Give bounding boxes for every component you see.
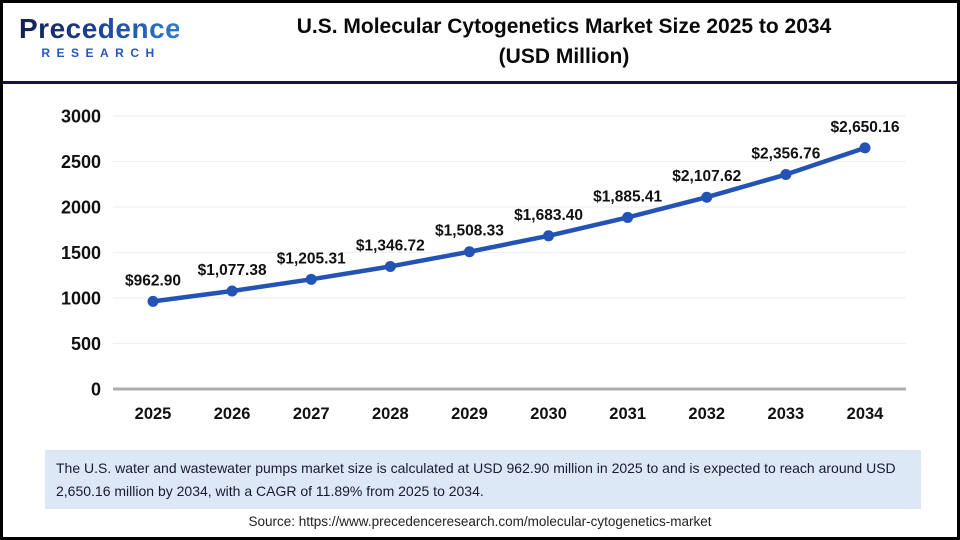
data-point-label: $2,107.62 <box>672 168 741 185</box>
x-tick-label: 2033 <box>768 405 805 423</box>
x-tick-label: 2030 <box>530 405 567 423</box>
x-tick-label: 2032 <box>688 405 725 423</box>
data-point <box>701 191 713 203</box>
summary-note: The U.S. water and wastewater pumps mark… <box>45 450 921 510</box>
y-tick-label: 1000 <box>61 289 101 309</box>
y-tick-label: 3000 <box>61 107 101 127</box>
data-point-label: $1,885.41 <box>593 188 662 205</box>
x-tick-label: 2031 <box>609 405 646 423</box>
y-tick-label: 2000 <box>61 198 101 218</box>
source-line: Source: https://www.precedenceresearch.c… <box>248 514 712 529</box>
x-tick-label: 2034 <box>847 405 885 423</box>
data-point <box>780 169 792 181</box>
y-tick-label: 1500 <box>61 243 101 263</box>
logo-wordmark: Precedence <box>19 13 182 44</box>
page-subtitle: (USD Million) <box>498 45 630 69</box>
data-point-label: $1,683.40 <box>514 207 583 224</box>
data-point <box>226 285 238 297</box>
logo-subtitle: RESEARCH <box>41 46 161 60</box>
x-tick-label: 2028 <box>372 405 409 423</box>
x-tick-label: 2026 <box>214 405 251 423</box>
data-point <box>622 211 634 223</box>
page-title: U.S. Molecular Cytogenetics Market Size … <box>296 15 832 38</box>
data-point <box>859 142 871 154</box>
x-tick-label: 2029 <box>451 405 488 423</box>
header: Precedence RESEARCH U.S. Molecular Cytog… <box>3 3 957 84</box>
y-tick-label: 500 <box>71 334 101 354</box>
data-point-label: $1,508.33 <box>435 223 504 240</box>
title-block: U.S. Molecular Cytogenetics Market Size … <box>183 12 945 73</box>
y-tick-label: 0 <box>91 380 101 400</box>
data-point-label: $962.90 <box>125 272 181 289</box>
data-point <box>147 295 159 307</box>
x-tick-label: 2025 <box>135 405 172 423</box>
data-point <box>543 230 555 242</box>
data-point-label: $2,650.16 <box>831 119 900 136</box>
x-tick-label: 2027 <box>293 405 330 423</box>
data-point-label: $1,346.72 <box>356 237 425 254</box>
data-point <box>384 260 396 272</box>
market-size-line-chart: 0 500 1000 1500 2000 2500 3000 2025 2026 2027 2028… <box>61 107 906 423</box>
precedence-research-logo: Precedence RESEARCH <box>19 13 182 61</box>
data-point-label: $2,356.76 <box>751 146 820 163</box>
data-point <box>463 246 475 258</box>
data-point-label: $1,077.38 <box>198 262 267 279</box>
y-tick-label: 2500 <box>61 152 101 172</box>
data-point <box>305 273 317 285</box>
data-point-label: $1,205.31 <box>277 250 346 267</box>
series-line <box>150 145 868 304</box>
